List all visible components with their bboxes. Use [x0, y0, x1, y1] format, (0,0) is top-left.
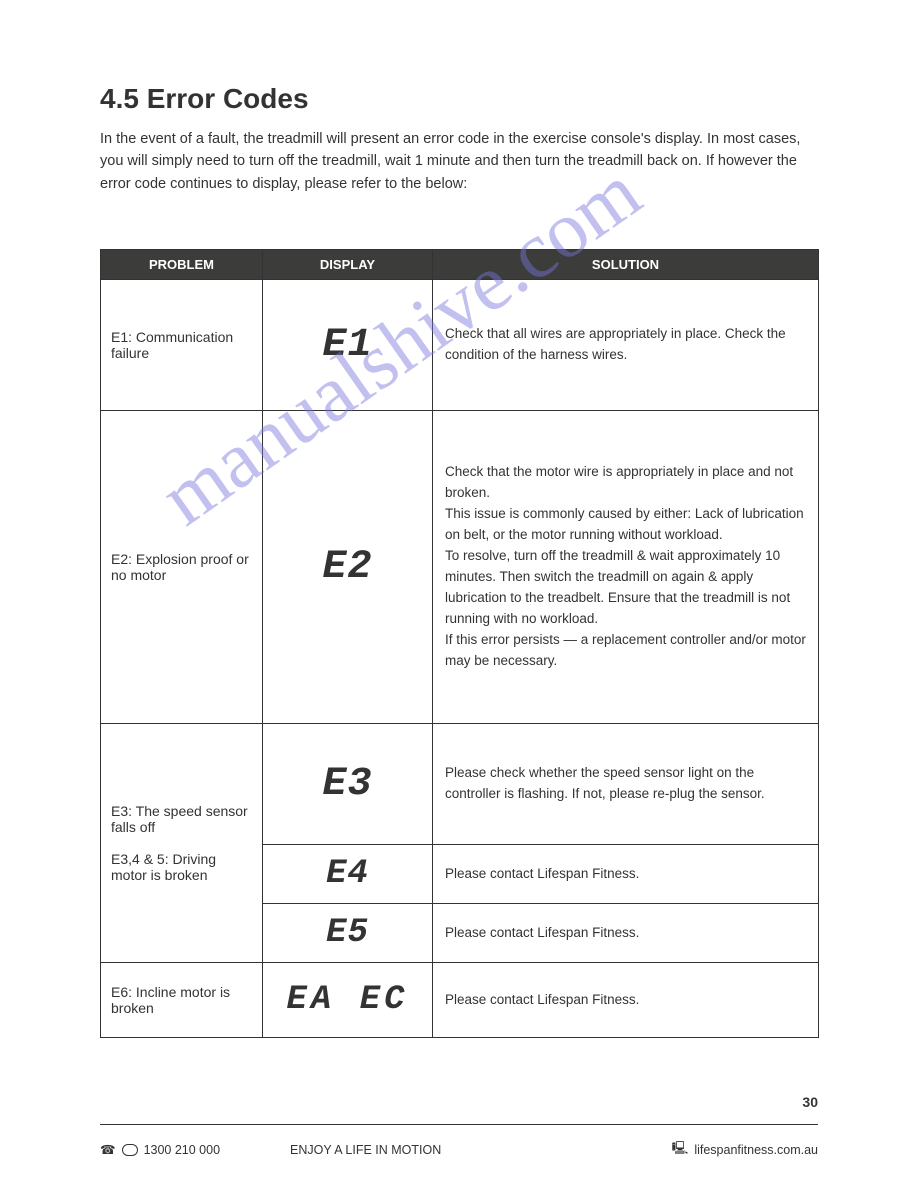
- display-cell: E4: [263, 845, 433, 904]
- col-display-header: DISPLAY: [263, 250, 433, 280]
- table-row: E2: Explosion proof or no motor E2 Check…: [101, 411, 819, 724]
- display-cell: E1: [263, 280, 433, 411]
- chat-icon: [122, 1144, 138, 1156]
- section-title: 4.5 Error Codes: [100, 83, 309, 115]
- page-number: 30: [802, 1094, 818, 1110]
- footer-phone: 1300 210 000: [144, 1143, 220, 1157]
- col-solution-header: SOLUTION: [433, 250, 819, 280]
- table-row: E6: Incline motor is broken EA EC Please…: [101, 963, 819, 1038]
- footer-tagline: ENJOY A LIFE IN MOTION: [290, 1143, 441, 1157]
- problem-cell: E3: The speed sensor falls off E3,4 & 5:…: [101, 724, 263, 963]
- table-row: E1: Communication failure E1 Check that …: [101, 280, 819, 411]
- display-cell: E5: [263, 904, 433, 963]
- problem-e3: E3: The speed sensor falls off: [111, 803, 248, 835]
- phone-icon: ☎: [100, 1142, 116, 1157]
- solution-cell: Check that all wires are appropriately i…: [433, 280, 819, 411]
- table-header-row: PROBLEM DISPLAY SOLUTION: [101, 250, 819, 280]
- solution-cell: Check that the motor wire is appropriate…: [433, 411, 819, 724]
- problem-cell: E2: Explosion proof or no motor: [101, 411, 263, 724]
- problem-e345: E3,4 & 5: Driving motor is broken: [111, 851, 216, 883]
- footer: ☎ 1300 210 000 ENJOY A LIFE IN MOTION 🖳 …: [100, 1139, 818, 1160]
- footer-site: lifespanfitness.com.au: [694, 1143, 818, 1157]
- intro-text: In the event of a fault, the treadmill w…: [100, 128, 818, 195]
- display-cell: EA EC: [263, 963, 433, 1038]
- display-cell: E3: [263, 724, 433, 845]
- solution-cell: Please contact Lifespan Fitness.: [433, 963, 819, 1038]
- error-codes-table: PROBLEM DISPLAY SOLUTION E1: Communicati…: [100, 249, 819, 1038]
- table-row: E3: The speed sensor falls off E3,4 & 5:…: [101, 724, 819, 845]
- footer-rule: [100, 1124, 818, 1125]
- problem-cell: E1: Communication failure: [101, 280, 263, 411]
- solution-cell: Please contact Lifespan Fitness.: [433, 904, 819, 963]
- problem-cell: E6: Incline motor is broken: [101, 963, 263, 1038]
- col-problem-header: PROBLEM: [101, 250, 263, 280]
- display-cell: E2: [263, 411, 433, 724]
- solution-cell: Please contact Lifespan Fitness.: [433, 845, 819, 904]
- solution-cell: Please check whether the speed sensor li…: [433, 724, 819, 845]
- laptop-icon: 🖳: [672, 1139, 689, 1160]
